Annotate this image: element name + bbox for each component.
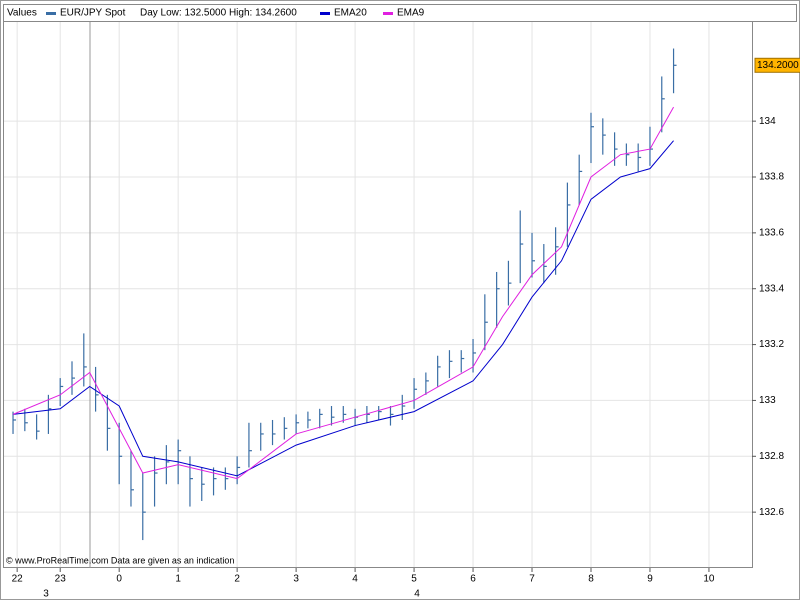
y-tick-label: 132.8 [759, 451, 784, 462]
x-tick-label: 1 [175, 574, 181, 585]
legend-label: EMA20 [334, 8, 367, 19]
legend-swatch [46, 12, 56, 15]
date-label: 3 [43, 589, 49, 600]
x-tick-label: 7 [529, 574, 535, 585]
last-price-label: 134.2000 [757, 60, 799, 71]
y-tick-label: 133.2 [759, 339, 784, 350]
x-tick-label: 0 [116, 574, 122, 585]
legend-label: EMA9 [397, 8, 425, 19]
y-tick-label: 134 [759, 116, 776, 127]
ema-line [12, 140, 674, 477]
last-price-box [754, 57, 800, 73]
subtitle: Day Low: 132.5000 High: 134.2600 [140, 8, 297, 19]
legend-title: EUR/JPY Spot [60, 8, 126, 19]
y-tick-label: 133 [759, 395, 776, 406]
footer: © www.ProRealTime.com Data are given as … [6, 555, 234, 565]
plot-border [3, 21, 753, 568]
x-tick-label: 6 [470, 574, 476, 585]
x-tick-label: 10 [703, 574, 715, 585]
y-tick-label: 133.4 [759, 283, 784, 294]
x-tick-label: 3 [293, 574, 299, 585]
y-tick-label: 133.6 [759, 227, 784, 238]
y-tick-label: 133.8 [759, 172, 784, 183]
x-tick-label: 23 [55, 574, 67, 585]
x-tick-label: 5 [411, 574, 417, 585]
x-tick-label: 2 [234, 574, 240, 585]
legend-swatch [320, 12, 330, 15]
x-tick-label: 8 [588, 574, 594, 585]
header-label: Values [7, 8, 37, 19]
x-tick-label: 4 [352, 574, 358, 585]
ema-line [12, 106, 674, 480]
x-tick-label: 22 [12, 574, 24, 585]
date-label: 4 [414, 589, 420, 600]
legend-swatch [383, 12, 393, 15]
y-tick-label: 132.6 [759, 507, 784, 518]
x-tick-label: 9 [647, 574, 653, 585]
